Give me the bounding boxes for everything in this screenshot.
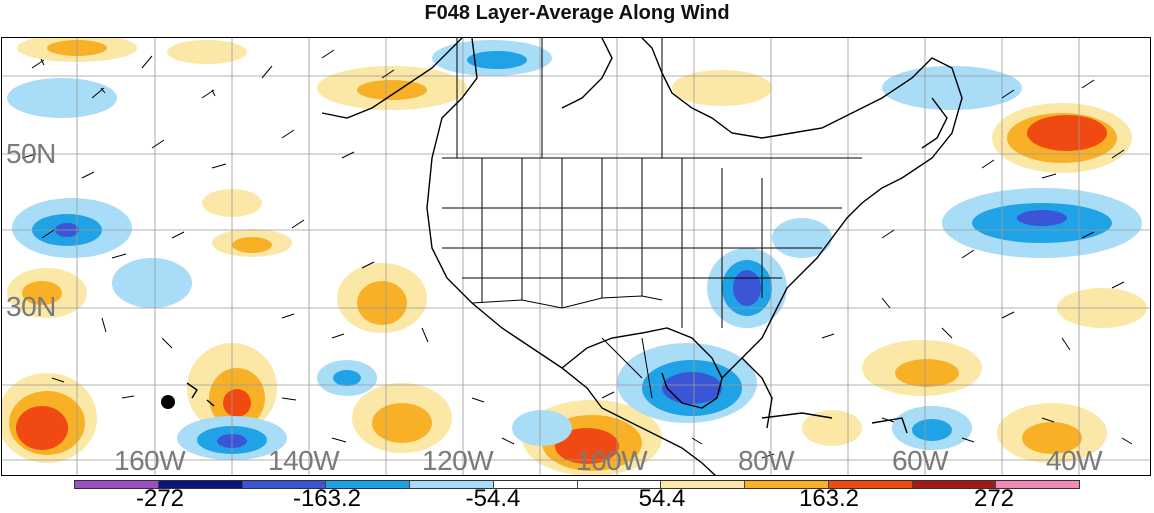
- colorbar-swatch-6: [577, 481, 662, 488]
- colorbar-swatch-10: [912, 481, 997, 488]
- wind-barbs: [21, 49, 1133, 459]
- lat-lon-grid: [2, 38, 1150, 475]
- colorbar-swatch-0: [75, 481, 159, 488]
- colorbar-label-pos-163: 163.2: [798, 485, 860, 512]
- colorbar-label-pos-272: 272: [973, 485, 1015, 512]
- lon-label-160w: 160W: [114, 445, 186, 476]
- colorbar-swatch-11: [996, 481, 1079, 488]
- map-title: F048 Layer-Average Along Wind: [424, 2, 730, 24]
- colorbar-swatch-5: [493, 481, 578, 488]
- colorbar-label-neg-163: -163.2: [292, 485, 362, 512]
- lat-label-30n: 30N: [6, 291, 56, 322]
- colorbar-label-pos-54: 54.4: [638, 485, 686, 512]
- colorbar-swatch-9: [828, 481, 913, 488]
- political-borders: [442, 38, 862, 399]
- colorbar-swatch-7: [661, 481, 745, 488]
- map-canvas: [2, 38, 1150, 475]
- colorbar: [74, 480, 1080, 489]
- lat-label-50n: 50N: [6, 138, 56, 169]
- map-panel: 50N 30N 160W 140W 120W 100W 80W 60W 40W: [1, 37, 1151, 476]
- black-dot-marker: [161, 395, 175, 409]
- coastlines: [186, 38, 963, 475]
- lon-label-60w: 60W: [892, 445, 949, 476]
- lon-label-80w: 80W: [738, 445, 795, 476]
- colorbar-label-neg-272: -272: [135, 485, 185, 512]
- lon-label-40w: 40W: [1046, 445, 1103, 476]
- colorbar-swatch-3: [326, 481, 410, 488]
- colorbar-swatch-8: [745, 481, 829, 488]
- colorbar-label-neg-54: -54.4: [465, 485, 521, 512]
- colorbar-swatch-4: [410, 481, 494, 488]
- lon-label-100w: 100W: [576, 445, 648, 476]
- positive-field: [2, 38, 1147, 475]
- colorbar-swatch-2: [242, 481, 327, 488]
- negative-field: [7, 40, 1142, 460]
- colorbar-swatch-1: [158, 481, 243, 488]
- lon-label-120w: 120W: [422, 445, 494, 476]
- lon-label-140w: 140W: [268, 445, 340, 476]
